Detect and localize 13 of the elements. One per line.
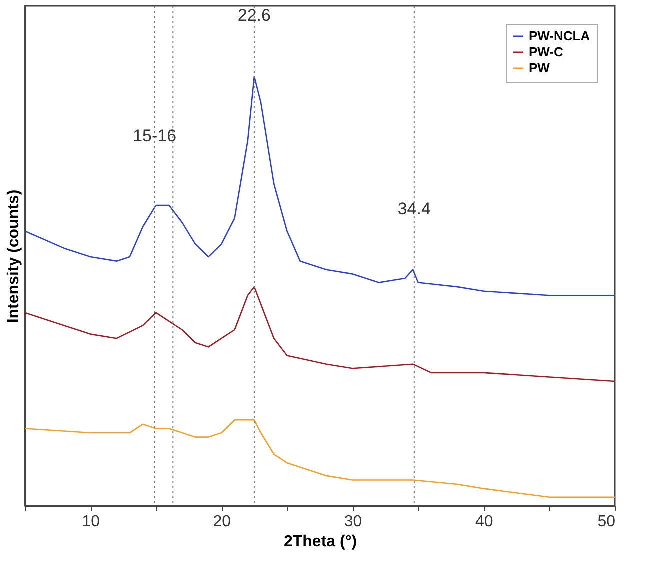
x-tick-label: 50 — [598, 514, 616, 530]
legend-label: PW-NCLA — [529, 28, 591, 44]
annotation: 22.6 — [238, 6, 271, 26]
x-tick-label: 30 — [344, 514, 362, 530]
annotation: 34.4 — [398, 199, 431, 218]
y-axis-title: Intensity (counts) — [6, 190, 22, 324]
legend-label: PW-C — [529, 44, 564, 60]
x-axis-title: 2Theta (°) — [284, 534, 358, 550]
legend-label: PW — [529, 60, 551, 76]
x-tick-label: 40 — [475, 514, 494, 530]
x-tick-label: 10 — [82, 514, 100, 530]
annotation: 15-16 — [133, 126, 177, 146]
x-tick-label: 20 — [213, 514, 232, 530]
